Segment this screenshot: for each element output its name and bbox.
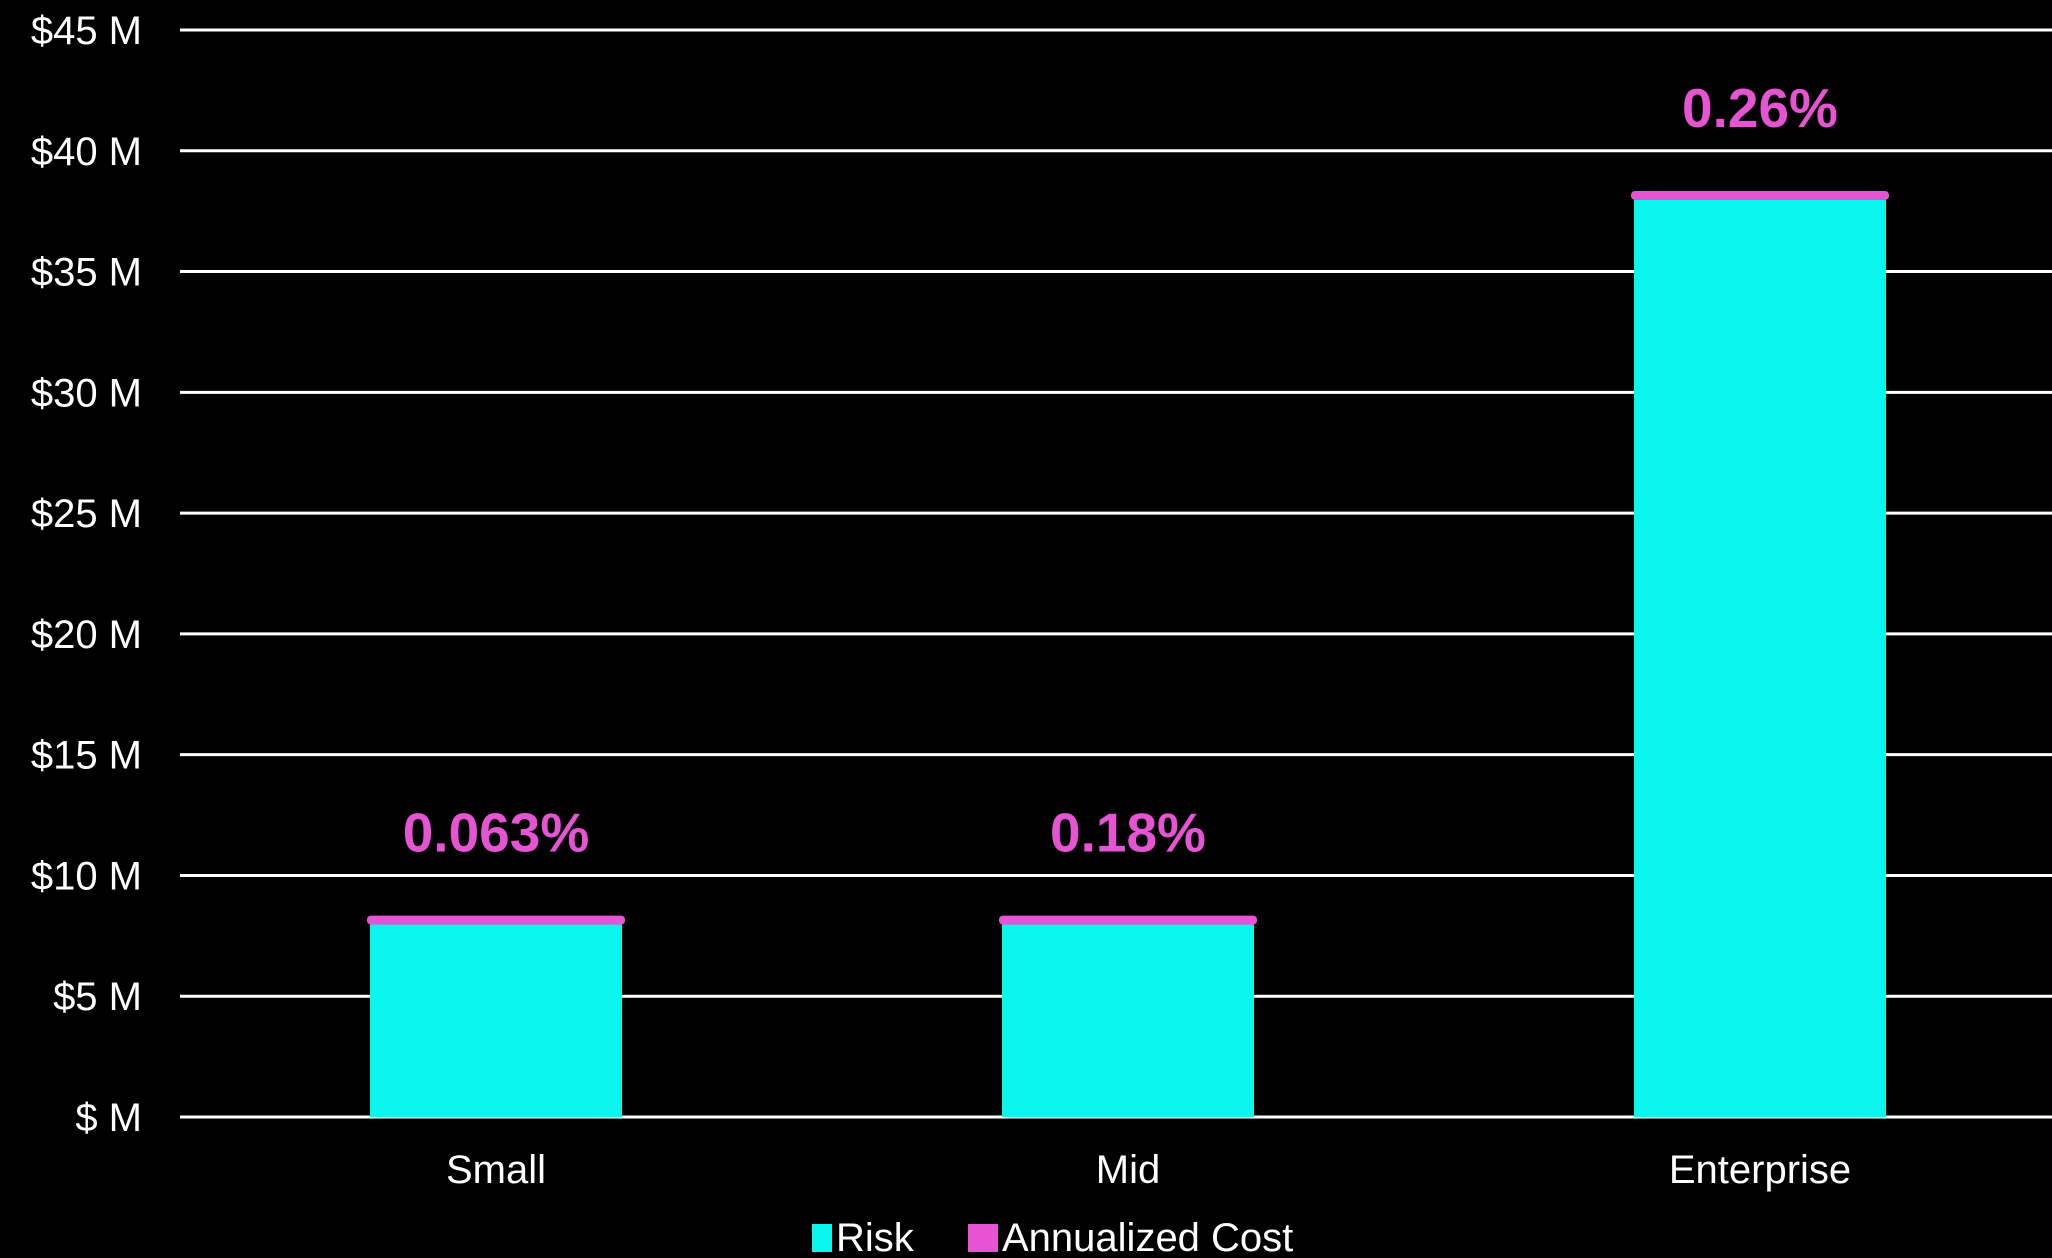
y-tick-label: $5 M — [53, 975, 142, 1019]
bars — [367, 190, 1889, 1118]
y-tick-label: $35 M — [31, 251, 142, 295]
legend: Risk Annualized Cost — [812, 1216, 1293, 1258]
bar-annualized-cost-mid — [999, 915, 1257, 925]
y-tick-label: $30 M — [31, 371, 142, 415]
data-labels: 0.063% 0.18% 0.26% — [403, 77, 1838, 864]
y-tick-label: $ M — [75, 1096, 142, 1140]
legend-swatch-risk — [812, 1224, 832, 1252]
legend-swatch-annualized-cost — [968, 1224, 998, 1252]
legend-label-annualized-cost: Annualized Cost — [1002, 1216, 1293, 1258]
data-label-mid: 0.18% — [1050, 802, 1206, 864]
data-label-enterprise: 0.26% — [1682, 77, 1838, 139]
data-label-small: 0.063% — [403, 802, 590, 864]
y-tick-label: $45 M — [31, 9, 142, 53]
x-tick-label-mid: Mid — [1096, 1148, 1160, 1192]
y-tick-label: $20 M — [31, 613, 142, 657]
y-tick-label: $15 M — [31, 734, 142, 778]
bar-risk-mid — [1002, 923, 1254, 1117]
x-axis-category-labels: Small Mid Enterprise — [446, 1148, 1851, 1192]
bar-annualized-cost-enterprise — [1631, 190, 1889, 200]
legend-label-risk: Risk — [836, 1216, 915, 1258]
bar-risk-small — [370, 923, 622, 1117]
y-axis-tick-labels: $ M $5 M $10 M $15 M $20 M $25 M $30 M $35 M $40… — [31, 9, 142, 1140]
bar-annualized-cost-small — [367, 915, 625, 925]
y-tick-label: $40 M — [31, 130, 142, 174]
x-tick-label-enterprise: Enterprise — [1669, 1148, 1851, 1192]
y-tick-label: $25 M — [31, 492, 142, 536]
y-tick-label: $10 M — [31, 854, 142, 898]
bar-risk-enterprise — [1634, 199, 1886, 1118]
x-tick-label-small: Small — [446, 1148, 546, 1192]
